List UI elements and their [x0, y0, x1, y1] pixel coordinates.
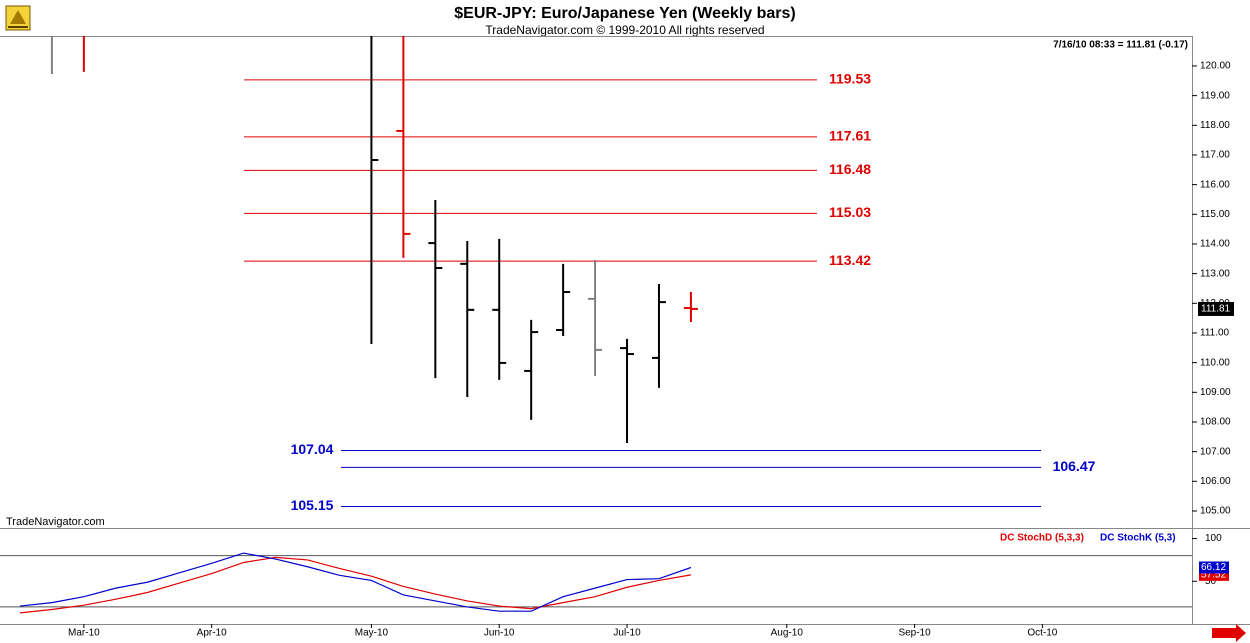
- y-tick-label: 116.00: [1200, 179, 1230, 190]
- y-tick-label: 50: [1205, 576, 1217, 587]
- x-tick-label: Jul-10: [613, 628, 641, 639]
- legend-entry: DC StochK (5,3): [1100, 533, 1176, 544]
- value-tag-label: 57.52: [1201, 569, 1226, 580]
- x-tick-label: May-10: [355, 628, 389, 639]
- x-tick-label: Mar-10: [68, 628, 100, 639]
- chart-subtitle: TradeNavigator.com © 1999-2010 All right…: [485, 23, 764, 37]
- y-tick-label: 118.00: [1200, 120, 1230, 131]
- x-tick-label: Jun-10: [484, 628, 515, 639]
- scroll-arrow[interactable]: [1212, 624, 1246, 642]
- level-label: 105.15: [291, 497, 334, 513]
- level-label: 117.61: [829, 128, 871, 144]
- level-label: 113.42: [829, 252, 871, 268]
- legend-entry: DC StochD (5,3,3): [1000, 533, 1084, 544]
- watermark: TradeNavigator.com: [6, 516, 105, 528]
- stoch-pane: [0, 552, 1192, 614]
- y-tick-label: 111.00: [1200, 328, 1230, 339]
- y-tick-label: 114.00: [1200, 239, 1230, 250]
- quote-info: 7/16/10 08:33 = 111.81 (-0.17): [1053, 40, 1188, 51]
- stoch-line: [19, 552, 692, 612]
- x-tick-label: Sep-10: [898, 628, 931, 639]
- y-tick-label: 109.00: [1200, 387, 1231, 398]
- x-tick-label: Apr-10: [197, 628, 227, 639]
- level-label: 106.47: [1053, 458, 1096, 474]
- y-tick-label: 113.00: [1200, 268, 1230, 279]
- price-tag: [1198, 301, 1234, 316]
- price-tag-label: 111.81: [1201, 304, 1231, 315]
- level-label: 107.04: [291, 441, 334, 457]
- stoch-line: [19, 556, 692, 614]
- value-tag: [1199, 561, 1229, 574]
- y-tick-label: 119.00: [1200, 90, 1230, 101]
- level-label: 119.53: [829, 71, 871, 87]
- y-tick-label: 117.00: [1200, 150, 1230, 161]
- value-tag-label: 66.12: [1201, 562, 1226, 573]
- overlay: 105.00 106.00 107.00 108.00 109.00 110.00 111.…: [68, 61, 1234, 639]
- level-label: 116.48: [829, 161, 871, 177]
- y-tick-label: 107.00: [1200, 446, 1231, 457]
- y-tick-label: 110.00: [1200, 357, 1230, 368]
- y-tick-label: 106.00: [1200, 476, 1231, 487]
- price-pane: [50, 36, 1041, 508]
- level-label: 115.03: [829, 204, 871, 220]
- x-tick-label: Aug-10: [771, 628, 804, 639]
- y-tick-label: 100: [1205, 533, 1222, 544]
- y-tick-label: 120.00: [1200, 61, 1231, 72]
- y-tick-label: 108.00: [1200, 417, 1231, 428]
- chart-title: $EUR-JPY: Euro/Japanese Yen (Weekly bars…: [454, 5, 795, 22]
- y-tick-label: 105.00: [1200, 506, 1231, 517]
- x-tick-label: Oct-10: [1027, 628, 1057, 639]
- y-tick-label: 115.00: [1200, 209, 1230, 220]
- logo: [5, 5, 31, 31]
